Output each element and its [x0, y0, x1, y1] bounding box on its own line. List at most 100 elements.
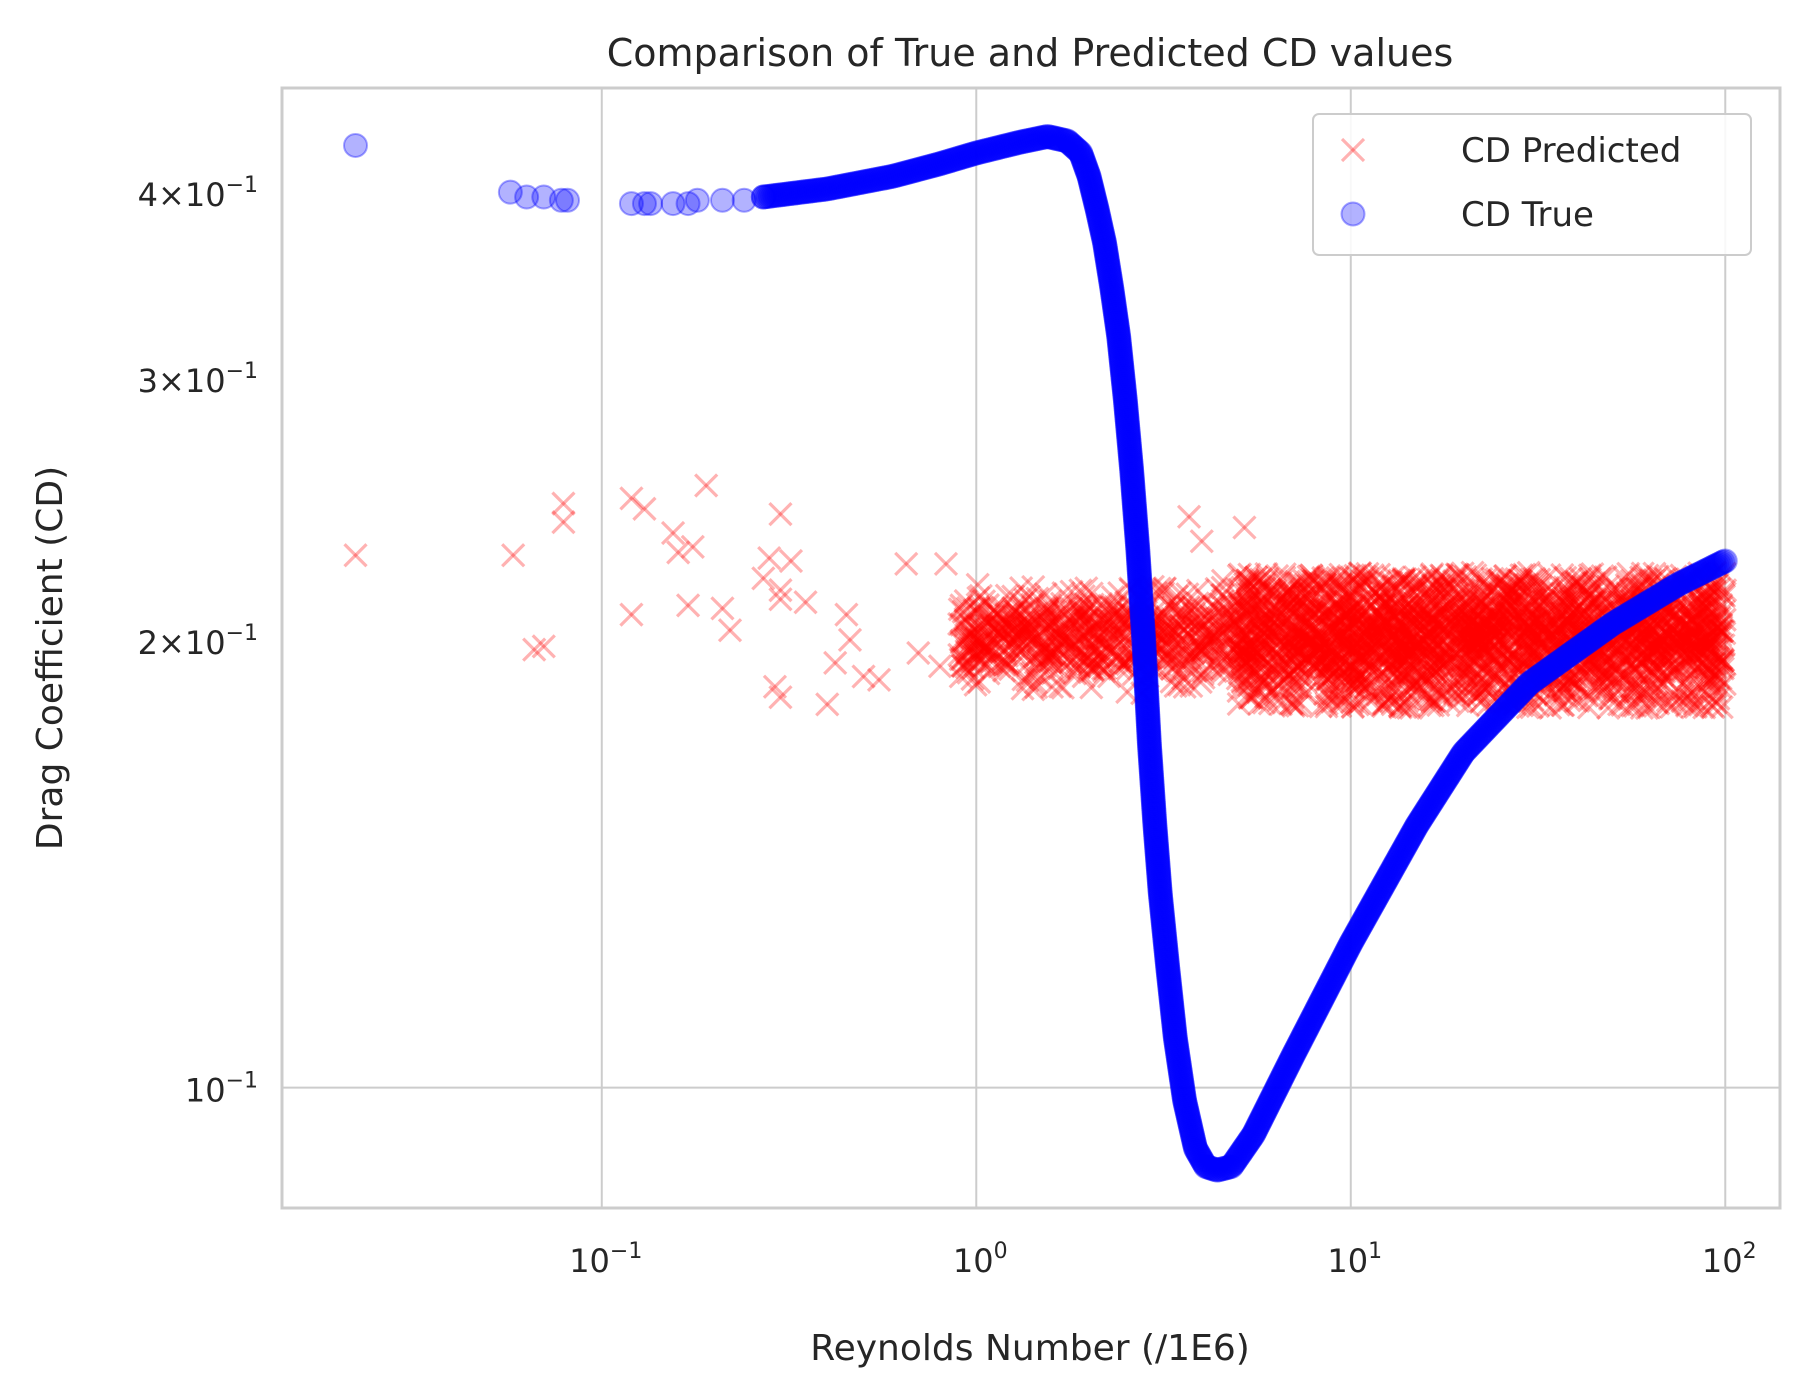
predicted-point	[1459, 603, 1485, 628]
predicted-point	[993, 612, 1019, 638]
predicted-point	[1671, 608, 1696, 634]
predicted-point	[1118, 603, 1144, 628]
predicted-point	[1051, 580, 1076, 606]
true-point	[638, 191, 664, 217]
predicted-point	[1550, 610, 1575, 636]
y-tick-label-base: 2×10	[138, 624, 226, 662]
predicted-point	[1407, 633, 1432, 658]
predicted-point	[1684, 627, 1709, 652]
predicted-point	[1590, 634, 1615, 660]
predicted-point	[1533, 672, 1558, 698]
predicted-point	[1014, 632, 1040, 657]
predicted-point	[1479, 643, 1504, 668]
predicted-point	[1465, 618, 1490, 643]
y-tick-label-exponent: −1	[226, 173, 258, 198]
predicted-point	[1482, 602, 1507, 627]
y-tick-label-exponent: −1	[226, 1069, 258, 1094]
predicted-point	[1038, 639, 1063, 665]
predicted-point	[1134, 632, 1159, 658]
predicted-point	[1233, 606, 1259, 631]
predicted-point	[1029, 639, 1054, 664]
predicted-point	[1294, 622, 1320, 647]
predicted-point	[1097, 620, 1122, 645]
predicted-point	[1020, 592, 1045, 617]
predicted-point	[1485, 608, 1511, 634]
predicted-point	[1576, 583, 1601, 608]
predicted-point	[1282, 651, 1307, 676]
predicted-point	[1167, 672, 1192, 697]
predicted-point	[1508, 649, 1533, 674]
predicted-point	[1637, 613, 1662, 638]
y-tick-label-base: 4×10	[138, 176, 226, 214]
predicted-point	[1647, 677, 1672, 702]
predicted-point	[1056, 613, 1081, 638]
predicted-point	[951, 653, 976, 678]
predicted-point	[1056, 632, 1081, 657]
predicted-point	[1107, 624, 1133, 649]
predicted-point	[1087, 654, 1112, 679]
predicted-point	[1301, 616, 1327, 641]
predicted-point	[1639, 659, 1664, 685]
y-tick-label-base: 3×10	[138, 362, 226, 400]
predicted-point	[1497, 607, 1522, 632]
predicted-point	[1349, 637, 1374, 662]
predicted-point	[1698, 620, 1723, 645]
predicted-point	[1521, 623, 1547, 648]
predicted-point	[1467, 628, 1492, 653]
predicted-point	[1464, 661, 1489, 686]
predicted-point	[1403, 635, 1428, 660]
predicted-point	[1038, 642, 1064, 667]
predicted-point	[1563, 672, 1588, 697]
predicted-point	[1381, 600, 1406, 625]
predicted-point	[1405, 634, 1430, 660]
predicted-point	[953, 588, 978, 614]
predicted-point	[1234, 581, 1259, 606]
predicted-point	[1222, 609, 1247, 634]
predicted-point	[1080, 634, 1106, 659]
predicted-point	[956, 660, 981, 685]
predicted-point	[1382, 621, 1407, 647]
predicted-point	[1426, 633, 1451, 658]
predicted-point	[1117, 646, 1142, 671]
predicted-point	[1330, 628, 1355, 654]
predicted-point	[1488, 606, 1514, 631]
predicted-point	[1429, 617, 1454, 642]
predicted-point	[1467, 614, 1492, 639]
predicted-point	[1030, 610, 1055, 635]
y-tick-label-base: 10	[185, 1072, 226, 1110]
predicted-point	[1090, 643, 1115, 669]
predicted-point	[1600, 655, 1626, 680]
predicted-point	[1181, 601, 1207, 626]
predicted-point	[1319, 648, 1344, 674]
predicted-point	[1268, 628, 1293, 653]
predicted-point	[1078, 596, 1103, 621]
predicted-point	[1357, 638, 1383, 663]
predicted-point	[979, 649, 1004, 674]
predicted-point	[1526, 615, 1552, 640]
predicted-point	[1682, 618, 1707, 643]
predicted-point	[1405, 660, 1430, 685]
predicted-point	[1459, 625, 1484, 650]
predicted-point	[1389, 637, 1414, 662]
predicted-point	[1095, 614, 1121, 639]
predicted-point	[1532, 586, 1557, 611]
predicted-point	[1079, 619, 1104, 644]
predicted-point	[1421, 587, 1446, 612]
predicted-point	[1130, 681, 1155, 706]
predicted-point	[1165, 622, 1190, 647]
predicted-point	[1641, 639, 1666, 664]
predicted-point	[1068, 638, 1093, 663]
predicted-point	[1370, 662, 1396, 687]
predicted-point	[1477, 631, 1502, 657]
predicted-point	[1287, 594, 1312, 619]
legend-label-cd-predicted: CD Predicted	[1461, 131, 1681, 171]
predicted-point	[1400, 610, 1426, 636]
predicted-point	[1686, 599, 1711, 624]
predicted-point	[1636, 622, 1661, 647]
predicted-point	[1641, 635, 1666, 660]
predicted-point	[1541, 626, 1566, 651]
predicted-point	[984, 630, 1009, 655]
predicted-point	[994, 608, 1020, 633]
predicted-point	[1517, 627, 1542, 652]
predicted-point	[1352, 605, 1377, 631]
